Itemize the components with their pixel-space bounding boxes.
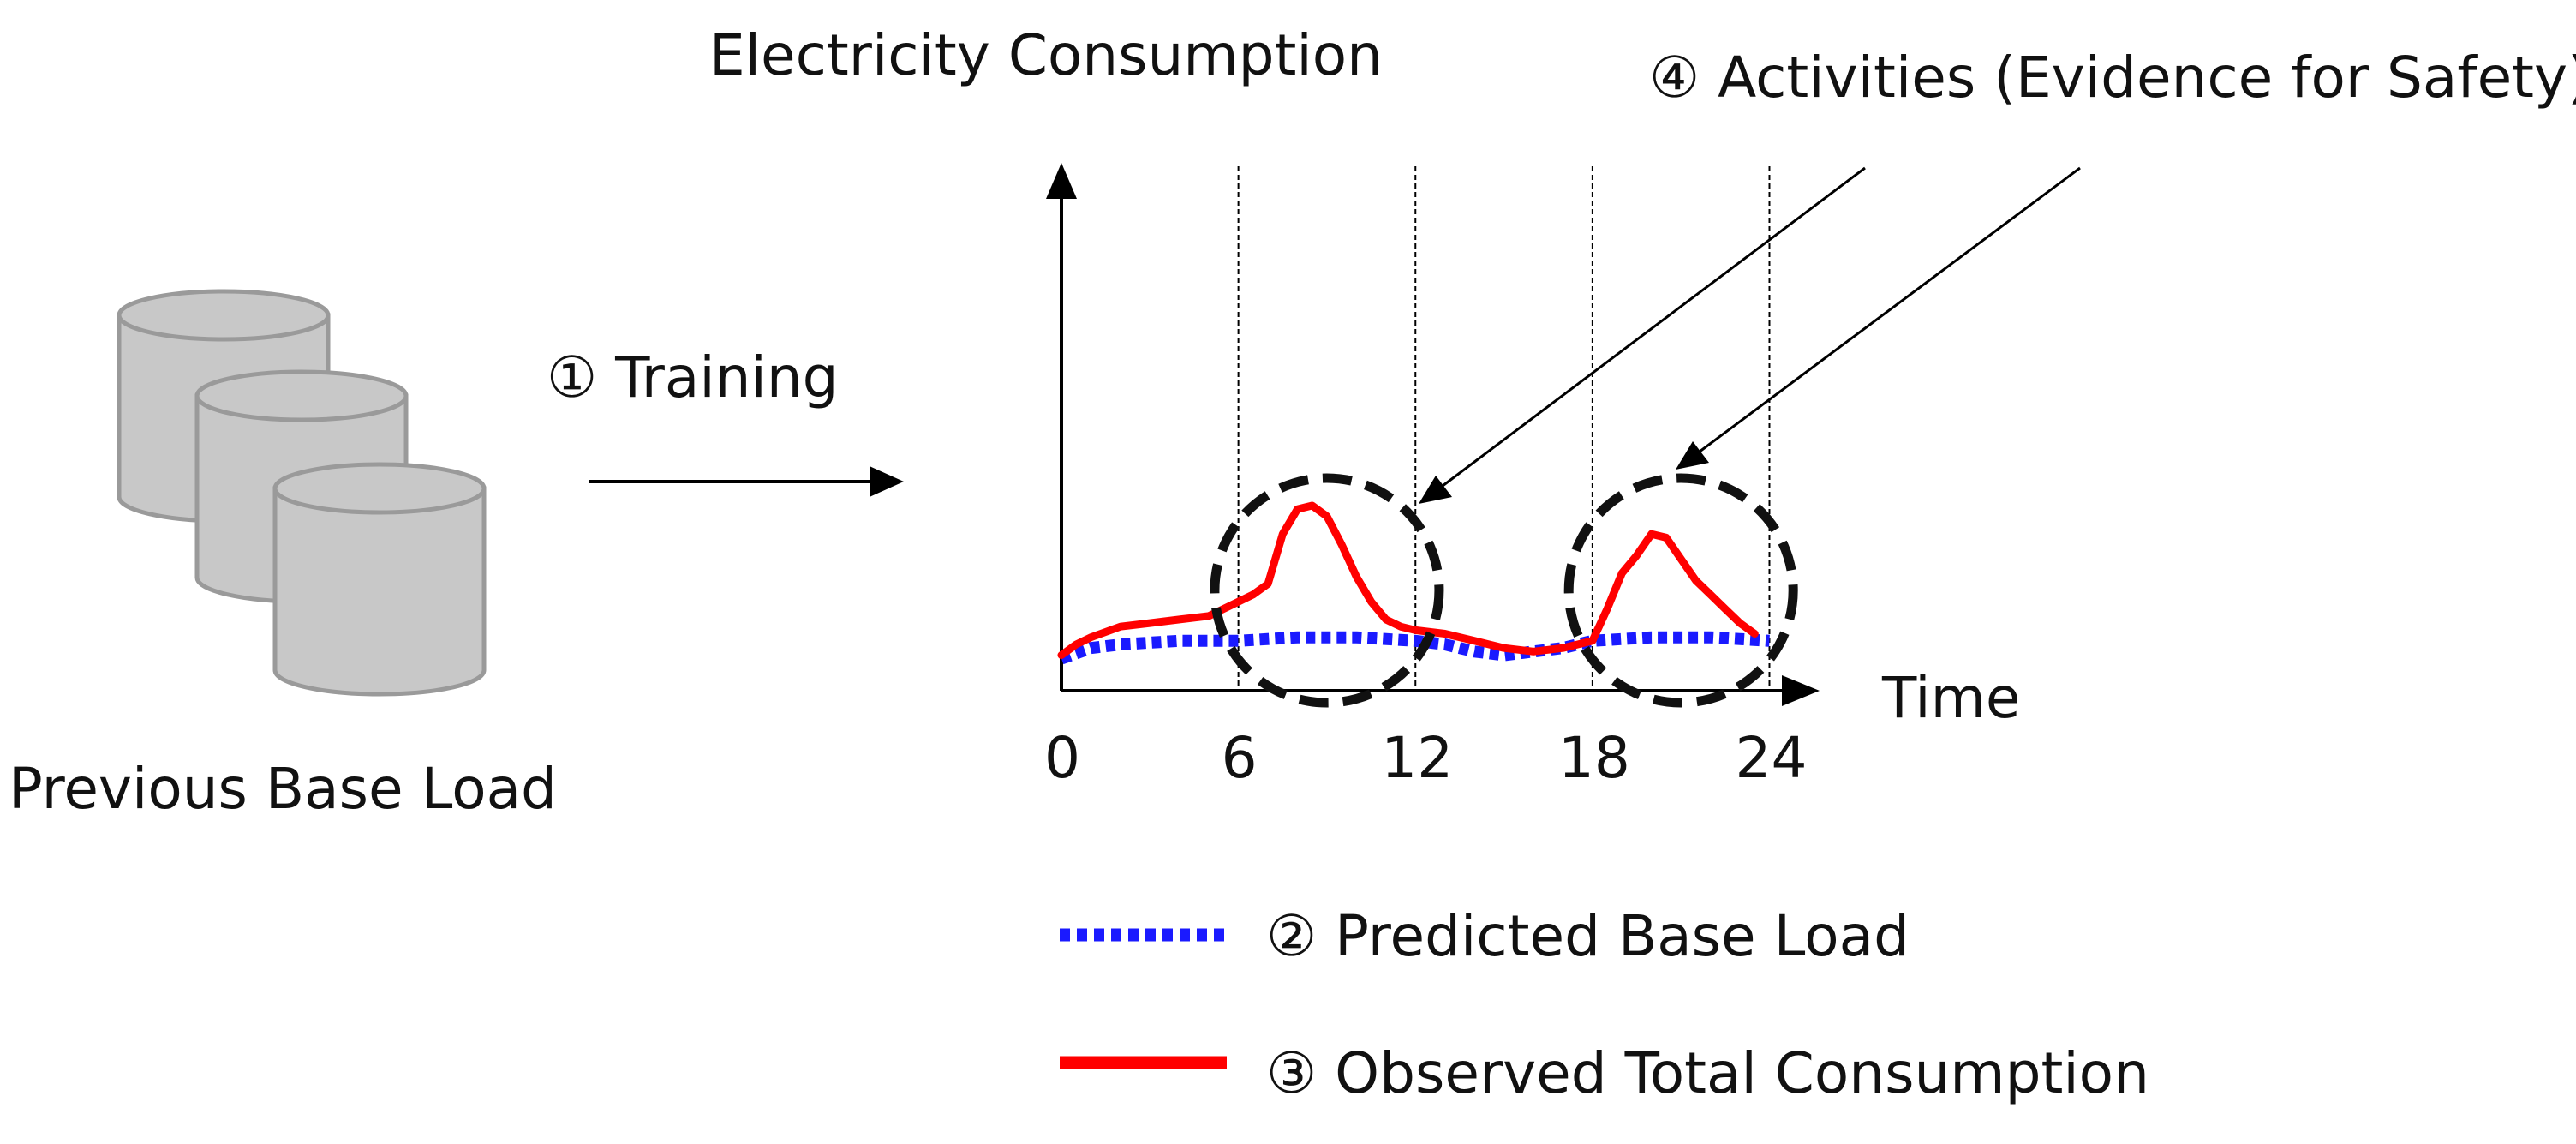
activity-highlight-circle-1 [1210,473,1444,708]
x-tick-label: 12 [1381,725,1454,791]
x-axis-label: Time [1882,665,2021,731]
x-tick-label: 24 [1735,725,1808,791]
chart-series [1057,501,1770,665]
legend-predicted-label: ② Predicted Base Load [1266,903,1910,969]
cylinder-top [117,289,331,342]
activity-arrowhead-1 [1419,476,1452,504]
activity-arrows [1419,166,2081,504]
time-dividers [1237,166,1771,691]
database-stack-icon [117,289,487,697]
chart-title: Electricity Consumption [709,22,1383,88]
x-tick-label: 0 [1044,725,1080,791]
cylinder-top [272,462,487,515]
predicted-base-load-line [1059,631,1770,665]
x-tick-label: 18 [1557,725,1630,791]
activity-highlight-circle-2 [1563,473,1798,708]
chart-axes [1046,163,1820,706]
cylinder-top [194,369,409,422]
activity-arrowhead-2 [1676,441,1709,470]
x-axis-arrowhead [1782,675,1820,706]
database-label: Previous Base Load [9,756,557,822]
training-arrow [589,466,904,497]
cylinder-body [272,486,487,697]
activity-arrow-1 [1438,166,1866,490]
activity-highlights [1210,473,1798,708]
y-axis-arrowhead [1046,163,1077,199]
x-tick-label: 6 [1221,725,1258,791]
activity-arrow-2 [1695,166,2081,456]
legend-observed-label: ③ Observed Total Consumption [1266,1040,2149,1106]
observed-consumption-line [1057,501,1759,659]
cylinder [272,462,487,697]
training-label: ① Training [547,344,839,410]
legend-swatches [1060,928,1227,1069]
activities-annotation: ④ Activities (Evidence for Safety) [1649,45,2576,111]
